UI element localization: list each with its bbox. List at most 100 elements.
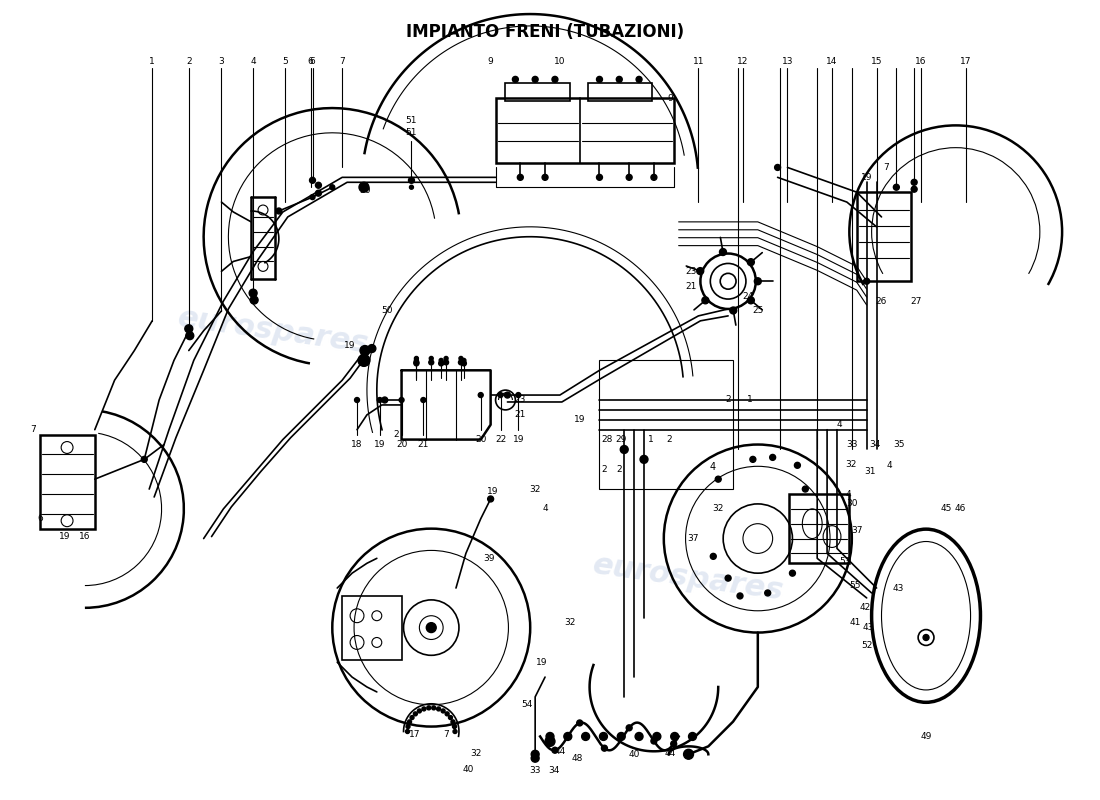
Circle shape [478,393,483,398]
Text: eurospares: eurospares [591,550,786,606]
Circle shape [439,361,443,366]
Circle shape [186,332,194,340]
Text: 9: 9 [668,94,673,102]
Circle shape [689,733,696,741]
Text: 43: 43 [892,583,904,593]
Circle shape [651,174,657,180]
Circle shape [626,174,632,180]
Circle shape [802,486,808,492]
Circle shape [729,307,737,314]
Text: 19: 19 [344,341,356,350]
Circle shape [429,360,433,365]
Text: 32: 32 [529,485,541,494]
Circle shape [576,720,583,726]
Text: 16: 16 [79,532,90,541]
Text: 46: 46 [955,504,967,514]
Text: 30: 30 [846,499,858,509]
Text: 53: 53 [839,557,850,566]
Circle shape [651,738,657,744]
Circle shape [596,174,603,180]
Circle shape [367,345,376,353]
Circle shape [377,398,383,402]
Text: 49: 49 [921,732,932,741]
Circle shape [596,77,603,82]
Text: 18: 18 [351,440,363,449]
Text: 17: 17 [409,730,420,739]
Text: 14: 14 [826,57,838,66]
Circle shape [453,730,456,734]
Text: 1: 1 [747,395,752,405]
Circle shape [461,361,466,366]
Text: 40: 40 [628,750,640,758]
Circle shape [427,622,437,633]
Text: eurospares: eurospares [176,303,371,358]
Bar [587,83,652,101]
Circle shape [683,750,693,759]
Circle shape [439,358,443,362]
Circle shape [552,747,558,753]
Text: 51: 51 [406,128,417,138]
Text: 5: 5 [282,57,288,66]
Circle shape [546,737,554,746]
Circle shape [446,712,449,716]
Circle shape [582,733,590,741]
Text: 4: 4 [887,461,892,470]
Circle shape [653,733,661,741]
Text: 44: 44 [554,747,565,756]
Text: 20: 20 [475,435,486,444]
Circle shape [747,258,755,266]
Text: 4: 4 [251,57,256,66]
Text: 20: 20 [396,440,407,449]
Circle shape [359,182,369,192]
Circle shape [406,730,409,734]
Circle shape [360,346,370,355]
Circle shape [406,725,410,729]
Circle shape [415,358,418,362]
Circle shape [750,457,756,462]
Circle shape [513,77,518,82]
Text: 2: 2 [616,465,623,474]
Bar [342,596,402,660]
Circle shape [532,77,538,82]
Text: 2: 2 [725,395,730,405]
Bar [506,83,570,101]
Text: 7: 7 [443,730,449,739]
Circle shape [517,174,524,180]
Text: 4: 4 [542,504,548,514]
Text: 50: 50 [381,306,393,315]
Circle shape [408,720,411,724]
Circle shape [552,77,558,82]
Text: 34: 34 [869,440,880,449]
Circle shape [427,706,431,710]
Text: 44: 44 [664,749,675,758]
Text: 15: 15 [871,57,882,66]
Text: 43: 43 [864,623,874,632]
Text: 19: 19 [487,486,498,495]
Circle shape [711,554,716,559]
Circle shape [309,178,316,183]
Text: 28: 28 [602,435,613,444]
Text: 42: 42 [860,603,871,612]
Text: IMPIANTO FRENI (TUBAZIONI): IMPIANTO FRENI (TUBAZIONI) [406,23,684,41]
Circle shape [414,712,417,716]
Text: 23: 23 [515,395,526,405]
Circle shape [310,194,315,200]
Text: 26: 26 [876,297,888,306]
Text: 13: 13 [782,57,793,66]
Circle shape [923,634,930,641]
Text: 19: 19 [574,415,585,424]
Text: 29: 29 [616,435,627,444]
Circle shape [602,746,607,751]
Circle shape [452,725,456,729]
Circle shape [531,754,539,762]
Circle shape [421,398,426,402]
Text: 19: 19 [374,440,385,449]
Text: 21: 21 [685,282,697,290]
Circle shape [459,357,463,361]
Circle shape [358,354,370,366]
Circle shape [441,709,446,713]
Circle shape [316,190,321,196]
Circle shape [546,733,554,741]
Text: 39: 39 [483,554,494,563]
Circle shape [626,725,632,730]
